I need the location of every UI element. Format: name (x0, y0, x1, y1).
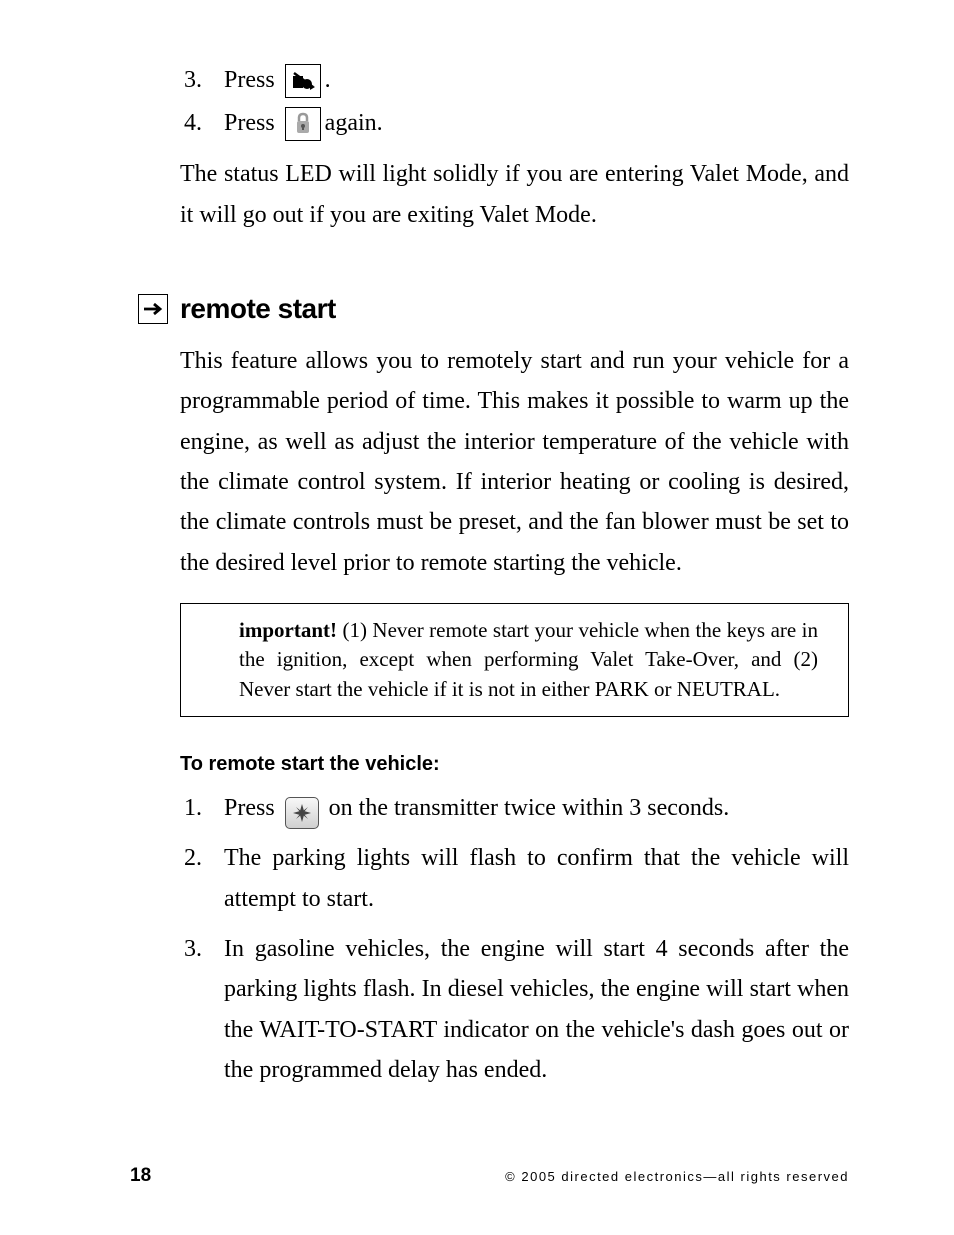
press-label: Press (224, 62, 275, 99)
steps-list: 1. Press (180, 788, 849, 1090)
important-label: important! (239, 618, 337, 642)
step-2: 2. The parking lights will flash to conf… (180, 838, 849, 919)
aux-icon (285, 64, 321, 98)
top-ordered-list: 3. Press . 4. Press (180, 62, 849, 142)
important-box: important! (1) Never remote start your v… (180, 603, 849, 717)
arrow-icon (138, 294, 168, 324)
section-title: remote start (180, 293, 336, 325)
list-number: 3. (184, 62, 202, 99)
step-1: 1. Press (180, 788, 849, 828)
list-item-content: Press . (224, 62, 331, 99)
step-3: 3. In gasoline vehicles, the engine will… (180, 929, 849, 1090)
page-number: 18 (130, 1165, 151, 1187)
list-number: 4. (184, 105, 202, 142)
section-header: remote start (138, 293, 849, 325)
star-icon (285, 797, 319, 829)
important-text: important! (1) Never remote start your v… (239, 616, 818, 704)
page-content: 3. Press . 4. Press (0, 0, 954, 1090)
led-status-text: The status LED will light solidly if you… (180, 154, 849, 235)
list-number: 1. (184, 788, 202, 828)
step-content: Press o (224, 788, 849, 828)
footer: 18 © 2005 directed electronics—all right… (0, 1165, 954, 1187)
list-number: 3. (184, 929, 202, 1090)
list-item-3: 3. Press . (184, 62, 849, 99)
step-post: on the transmitter twice within 3 second… (323, 795, 730, 821)
section-body: This feature allows you to remotely star… (180, 341, 849, 583)
step-content: In gasoline vehicles, the engine will st… (224, 929, 849, 1090)
subheading: To remote start the vehicle: (180, 753, 849, 776)
list-item-4: 4. Press again. (184, 105, 849, 142)
list-number: 2. (184, 838, 202, 919)
step-content: The parking lights will flash to confirm… (224, 838, 849, 919)
list-item-content: Press again. (224, 105, 383, 142)
press-suffix: . (325, 62, 331, 99)
step-pre: Press (224, 795, 281, 821)
copyright: © 2005 directed electronics—all rights r… (505, 1169, 849, 1184)
press-label: Press (224, 105, 275, 142)
lock-icon (285, 107, 321, 141)
press-suffix: again. (325, 105, 383, 142)
